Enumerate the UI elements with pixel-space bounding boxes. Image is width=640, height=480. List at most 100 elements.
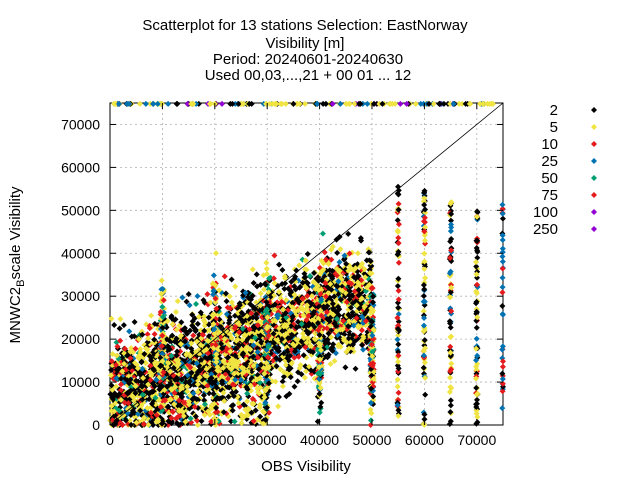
data-point	[179, 393, 186, 400]
data-point	[169, 321, 176, 328]
data-point	[327, 281, 334, 288]
data-point	[395, 259, 402, 266]
data-point	[222, 290, 229, 297]
data-point	[184, 100, 191, 107]
data-point	[263, 404, 270, 411]
data-point	[196, 350, 203, 357]
data-point	[447, 343, 454, 350]
data-point	[173, 308, 180, 315]
data-point	[236, 342, 243, 349]
data-point	[303, 317, 310, 324]
data-point	[208, 402, 215, 409]
data-point	[499, 358, 506, 365]
data-point	[302, 363, 309, 370]
data-point	[129, 362, 136, 369]
data-point	[140, 421, 147, 428]
data-point	[233, 319, 240, 326]
data-point	[238, 309, 245, 316]
data-point	[146, 325, 153, 332]
data-point	[283, 323, 290, 330]
data-point	[241, 413, 248, 420]
data-point	[473, 324, 480, 331]
data-point	[316, 356, 323, 363]
data-point	[333, 265, 340, 272]
data-point	[150, 350, 157, 357]
data-point	[283, 330, 290, 337]
data-point	[192, 413, 199, 420]
data-point	[422, 345, 429, 352]
data-point	[362, 274, 369, 281]
data-point	[247, 346, 254, 353]
data-point	[271, 280, 278, 287]
data-point	[273, 355, 280, 362]
data-point	[314, 283, 321, 290]
data-point	[484, 100, 491, 107]
data-point	[166, 346, 173, 353]
data-point	[200, 392, 207, 399]
data-point	[355, 322, 362, 329]
data-point	[340, 335, 347, 342]
data-point	[120, 322, 127, 329]
data-point	[258, 339, 265, 346]
data-point	[257, 290, 264, 297]
data-point	[359, 341, 366, 348]
data-point	[420, 352, 427, 359]
data-point	[473, 245, 480, 252]
data-point	[343, 348, 350, 355]
data-point	[218, 395, 225, 402]
data-point	[187, 353, 194, 360]
data-point	[174, 298, 181, 305]
data-point	[206, 333, 213, 340]
data-point	[113, 375, 120, 382]
data-point	[359, 337, 366, 344]
data-point	[246, 326, 253, 333]
legend-marker	[591, 158, 597, 164]
data-point	[395, 234, 402, 241]
data-point	[334, 249, 341, 256]
y-tick-label: 50000	[61, 202, 100, 218]
data-point	[109, 386, 116, 393]
data-point	[195, 313, 202, 320]
data-point	[184, 383, 191, 390]
data-point	[271, 340, 278, 347]
data-point	[499, 284, 506, 291]
data-point	[329, 344, 336, 351]
data-point	[296, 298, 303, 305]
data-point	[254, 322, 261, 329]
data-point	[250, 418, 257, 425]
data-point	[304, 299, 311, 306]
data-point	[317, 403, 324, 410]
data-point	[199, 331, 206, 338]
data-point	[368, 341, 375, 348]
data-point	[395, 352, 402, 359]
data-point	[316, 380, 323, 387]
data-point	[473, 357, 480, 364]
data-point	[108, 315, 115, 322]
data-point	[379, 100, 386, 107]
data-point	[184, 388, 191, 395]
data-point	[139, 383, 146, 390]
data-point	[367, 399, 374, 406]
data-point	[303, 339, 310, 346]
data-point	[183, 298, 190, 305]
data-point	[264, 354, 271, 361]
data-point	[293, 324, 300, 331]
data-point	[126, 396, 133, 403]
data-point	[256, 404, 263, 411]
data-point	[214, 364, 221, 371]
data-point	[207, 299, 214, 306]
data-point	[447, 320, 454, 327]
data-point	[157, 382, 164, 389]
data-point	[264, 314, 271, 321]
data-point	[412, 100, 419, 107]
data-point	[304, 292, 311, 299]
data-point	[473, 259, 480, 266]
data-point	[194, 422, 201, 428]
diagonal-line	[109, 102, 504, 426]
data-point	[345, 279, 352, 286]
data-point	[473, 407, 480, 414]
data-point	[325, 351, 332, 358]
data-point	[473, 271, 480, 278]
data-point	[420, 100, 427, 107]
data-point	[148, 312, 155, 319]
